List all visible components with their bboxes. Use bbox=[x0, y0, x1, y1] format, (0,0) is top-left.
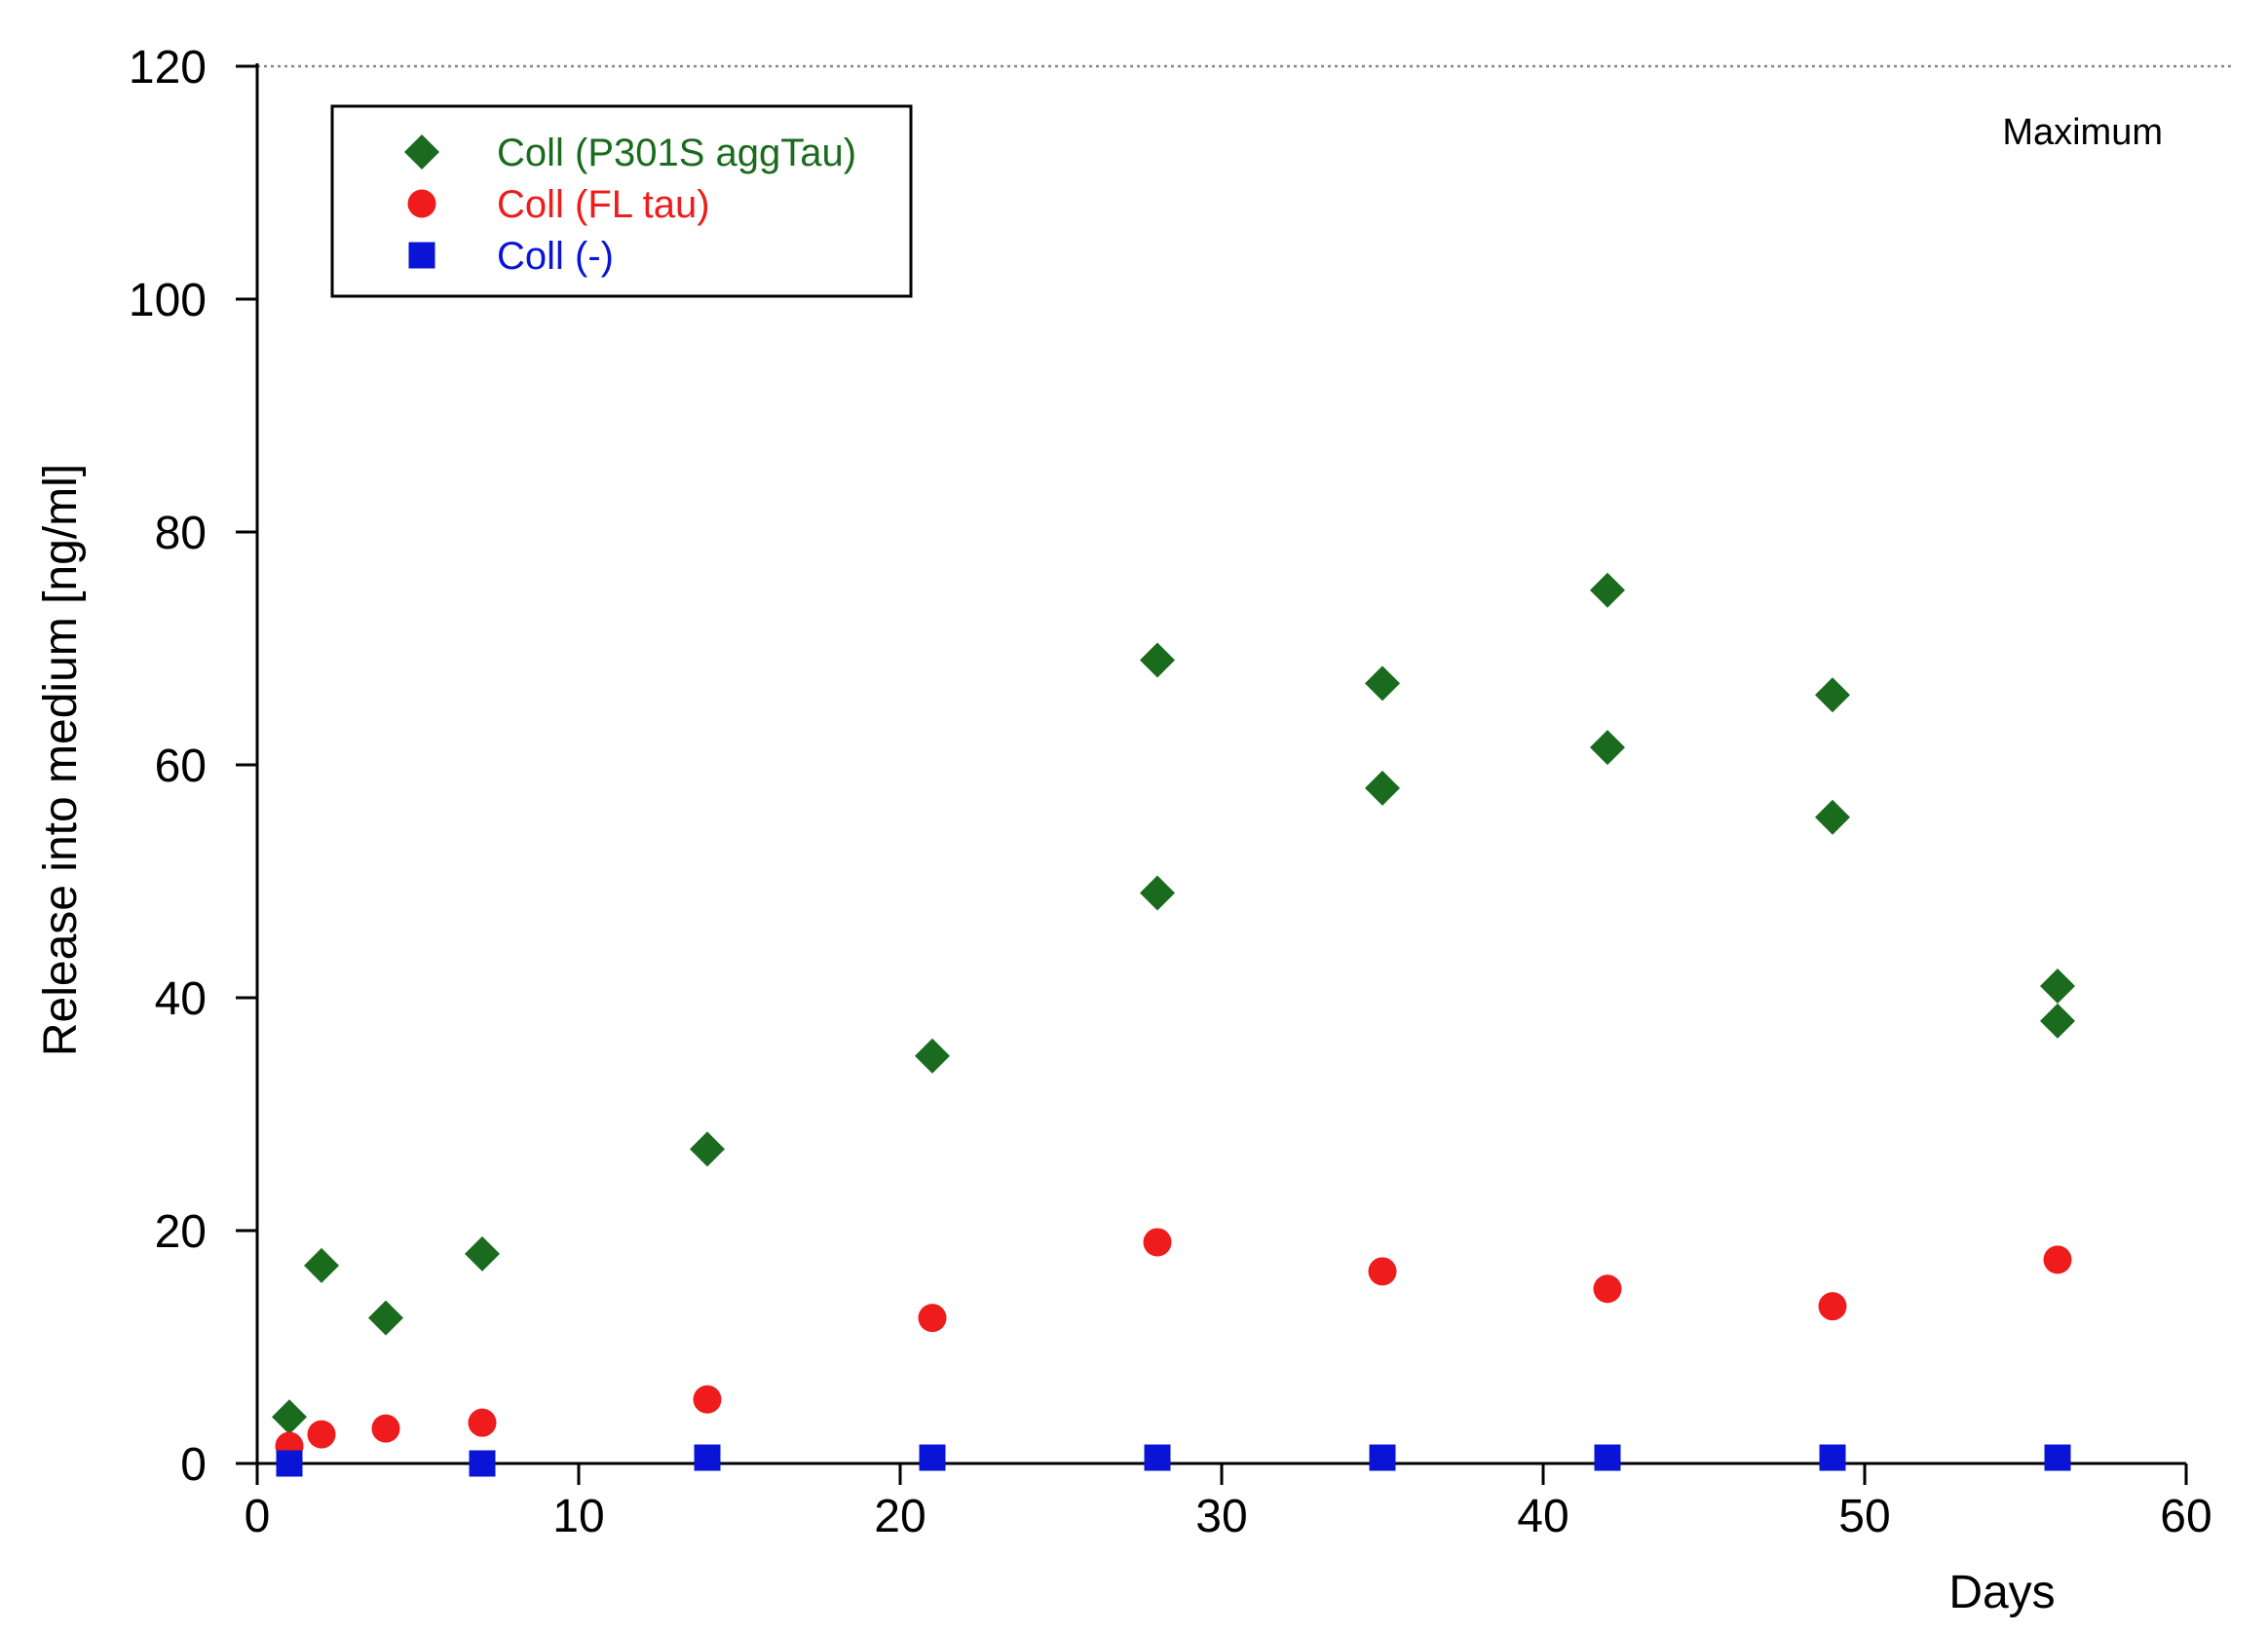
data-point-square bbox=[694, 1444, 721, 1471]
y-tick-label: 60 bbox=[155, 741, 207, 792]
y-tick-label: 0 bbox=[180, 1439, 207, 1491]
data-point-square bbox=[469, 1450, 496, 1477]
legend-marker-circle bbox=[407, 189, 436, 218]
x-tick-label: 60 bbox=[2160, 1491, 2211, 1542]
data-point-diamond bbox=[1815, 677, 1850, 713]
data-point-circle bbox=[307, 1420, 336, 1449]
data-point-diamond bbox=[1365, 770, 1400, 806]
data-point-diamond bbox=[1590, 572, 1625, 608]
y-axis-title: Release into medium [ng/ml] bbox=[35, 464, 87, 1056]
data-point-circle bbox=[693, 1385, 722, 1414]
y-tick-label: 80 bbox=[155, 508, 207, 559]
series-circle bbox=[275, 1228, 2072, 1461]
data-point-diamond bbox=[2040, 1003, 2075, 1039]
data-point-circle bbox=[1368, 1257, 1397, 1286]
axis-ticks: 0 10 20 30 40 50 60 0 20 40 60 80 100 120 bbox=[129, 42, 2212, 1542]
data-point-circle bbox=[1143, 1228, 1172, 1257]
data-point-square bbox=[276, 1450, 303, 1477]
x-tick-label: 40 bbox=[1517, 1491, 1569, 1542]
x-axis-title: Days bbox=[1948, 1567, 2055, 1618]
legend-marker-square bbox=[408, 242, 435, 269]
data-points bbox=[272, 572, 2075, 1477]
y-tick-label: 40 bbox=[155, 973, 207, 1025]
data-point-circle bbox=[468, 1408, 497, 1437]
data-point-diamond bbox=[368, 1300, 403, 1336]
legend: Coll (P301S aggTau) Coll (FL tau) Coll (-) bbox=[330, 104, 913, 298]
legend-label: Coll (P301S aggTau) bbox=[497, 132, 856, 174]
legend-items: Coll (P301S aggTau) Coll (FL tau) Coll (-) bbox=[404, 132, 856, 278]
legend-label: Coll (-) bbox=[497, 235, 614, 278]
series-square bbox=[276, 1444, 2071, 1477]
data-point-diamond bbox=[915, 1038, 950, 1074]
data-point-circle bbox=[918, 1304, 947, 1333]
y-tick-label: 120 bbox=[129, 42, 207, 94]
data-point-square bbox=[1369, 1444, 1396, 1471]
legend-marker-diamond bbox=[404, 134, 439, 170]
data-point-diamond bbox=[690, 1131, 725, 1167]
data-point-diamond bbox=[1590, 730, 1625, 766]
legend-label: Coll (FL tau) bbox=[497, 183, 710, 226]
y-tick-label: 20 bbox=[155, 1206, 207, 1258]
x-tick-label: 10 bbox=[552, 1491, 604, 1542]
series-diamond bbox=[272, 572, 2075, 1435]
maximum-label: Maximum bbox=[2002, 112, 2163, 153]
data-point-square bbox=[1594, 1444, 1621, 1471]
data-point-diamond bbox=[1365, 665, 1400, 702]
data-point-circle bbox=[1818, 1292, 1847, 1321]
y-tick-label: 100 bbox=[129, 275, 207, 326]
data-point-square bbox=[919, 1444, 946, 1471]
data-point-diamond bbox=[272, 1399, 307, 1435]
data-point-square bbox=[2044, 1444, 2071, 1471]
data-point-diamond bbox=[465, 1235, 500, 1272]
x-tick-label: 50 bbox=[1838, 1491, 1890, 1542]
data-point-square bbox=[1144, 1444, 1171, 1471]
data-point-diamond bbox=[2040, 968, 2075, 1005]
data-point-circle bbox=[371, 1414, 400, 1443]
data-point-diamond bbox=[1815, 799, 1850, 835]
data-point-diamond bbox=[1140, 642, 1175, 678]
x-tick-label: 20 bbox=[874, 1491, 926, 1542]
x-tick-label: 0 bbox=[245, 1491, 271, 1542]
data-point-circle bbox=[2043, 1245, 2072, 1274]
x-tick-label: 30 bbox=[1195, 1491, 1247, 1542]
data-point-diamond bbox=[304, 1247, 339, 1283]
data-point-circle bbox=[1593, 1274, 1622, 1304]
data-point-diamond bbox=[1140, 875, 1175, 911]
data-point-square bbox=[1819, 1444, 1846, 1471]
